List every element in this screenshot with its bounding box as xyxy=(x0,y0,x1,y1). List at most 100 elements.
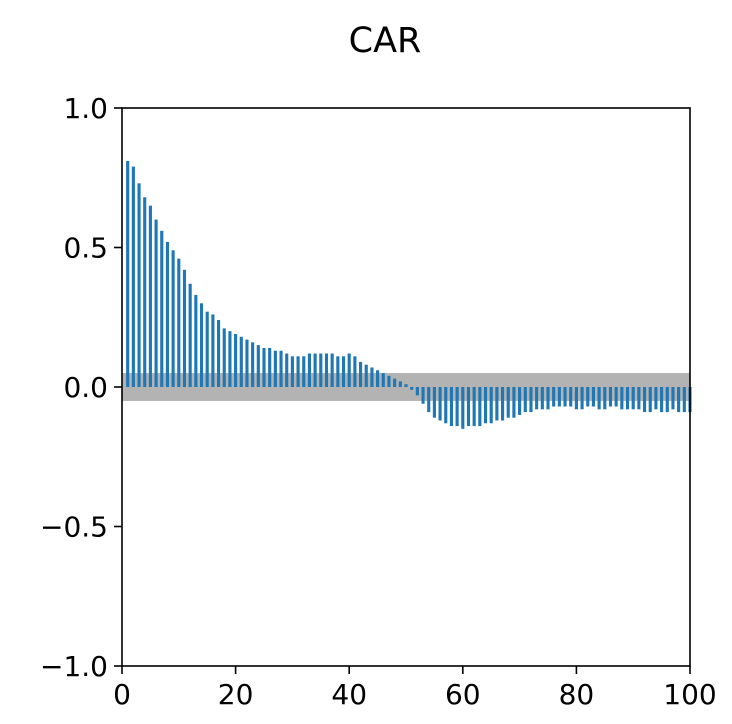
acf-bar-lag-41 xyxy=(353,356,357,387)
acf-bar-lag-42 xyxy=(358,361,363,387)
acf-bar-lag-61 xyxy=(466,387,471,427)
x-tick-label: 80 xyxy=(559,678,595,711)
y-tick-label: 0.0 xyxy=(63,371,108,404)
x-tick-label: 40 xyxy=(331,678,367,711)
acf-bar-lag-49 xyxy=(398,381,402,387)
acf-bar-lag-81 xyxy=(580,387,584,410)
acf-bar-lag-40 xyxy=(347,353,351,387)
acf-bar-lag-19 xyxy=(228,331,232,387)
acf-bar-lag-67 xyxy=(500,387,505,421)
acf-bar-lag-96 xyxy=(665,387,669,413)
x-tick-label: 0 xyxy=(113,678,131,711)
acf-bar-lag-68 xyxy=(506,387,510,418)
acf-bar-lag-99 xyxy=(682,387,686,413)
acf-bar-lag-17 xyxy=(216,320,221,387)
acf-bar-lag-52 xyxy=(415,387,419,396)
acf-bar-lag-65 xyxy=(489,387,493,424)
acf-bar-lag-33 xyxy=(307,353,312,387)
acf-bar-lag-98 xyxy=(677,387,681,413)
acf-bar-lag-31 xyxy=(296,356,300,387)
x-tick-label: 20 xyxy=(218,678,254,711)
acf-bar-lag-15 xyxy=(205,311,209,387)
acf-bar-lag-88 xyxy=(620,387,624,410)
acf-bar-lag-54 xyxy=(427,387,431,413)
acf-bar-lag-85 xyxy=(603,387,607,410)
acf-bar-lag-64 xyxy=(483,387,488,424)
bars-layer xyxy=(126,161,692,429)
x-axis: 0 20 40 60 80 100 xyxy=(113,666,717,711)
y-tick-label: −0.5 xyxy=(40,511,108,544)
acf-bar-lag-76 xyxy=(552,387,556,407)
acf-bar-lag-82 xyxy=(586,387,590,407)
acf-bar-lag-44 xyxy=(370,367,374,387)
x-tick-label: 100 xyxy=(663,678,716,711)
acf-bar-lag-25 xyxy=(262,347,266,387)
acf-bar-lag-90 xyxy=(631,387,635,410)
acf-bar-lag-51 xyxy=(410,387,414,390)
acf-bar-lag-60 xyxy=(461,387,465,429)
acf-bar-lag-55 xyxy=(432,387,436,418)
acf-bar-lag-9 xyxy=(171,250,175,387)
acf-bar-lag-1 xyxy=(126,161,130,387)
acf-bar-lag-46 xyxy=(381,373,385,387)
y-tick-label: 1.0 xyxy=(63,92,108,125)
acf-bar-lag-28 xyxy=(279,350,283,387)
acf-bar-lag-26 xyxy=(268,347,272,387)
acf-bar-lag-70 xyxy=(518,387,522,415)
acf-bar-lag-12 xyxy=(188,283,192,387)
acf-bar-lag-57 xyxy=(444,387,448,424)
acf-bar-lag-91 xyxy=(637,387,641,410)
acf-bar-lag-35 xyxy=(319,353,323,387)
acf-bar-lag-38 xyxy=(336,356,340,387)
chart-title: CAR xyxy=(349,21,422,61)
acf-bar-lag-79 xyxy=(569,387,573,407)
acf-bar-lag-29 xyxy=(285,353,289,387)
acf-bar-lag-11 xyxy=(182,269,187,387)
acf-bar-lag-4 xyxy=(143,197,147,387)
acf-bar-lag-66 xyxy=(495,387,499,421)
acf-bar-lag-84 xyxy=(597,387,601,410)
acf-bar-lag-77 xyxy=(557,387,561,407)
acf-bar-lag-97 xyxy=(671,387,675,410)
acf-bar-lag-27 xyxy=(273,350,277,387)
y-tick-label: 0.5 xyxy=(63,232,108,265)
acf-bar-lag-59 xyxy=(455,387,459,427)
acf-bar-lag-93 xyxy=(648,387,652,413)
acf-bar-lag-22 xyxy=(245,339,249,387)
acf-bar-lag-30 xyxy=(290,356,294,387)
acf-bar-lag-47 xyxy=(387,375,391,387)
acf-bar-lag-21 xyxy=(239,336,243,387)
acf-bar-lag-50 xyxy=(404,384,408,387)
acf-bar-lag-73 xyxy=(535,387,539,410)
acf-bar-lag-10 xyxy=(177,258,181,387)
acf-bar-lag-80 xyxy=(574,387,578,410)
y-tick-label: −1.0 xyxy=(40,650,108,683)
acf-bar-lag-43 xyxy=(364,364,368,387)
acf-bar-lag-72 xyxy=(529,387,533,413)
acf-bar-lag-14 xyxy=(199,303,204,387)
acf-bar-lag-63 xyxy=(478,387,482,427)
acf-bar-lag-75 xyxy=(546,387,550,410)
acf-bar-lag-32 xyxy=(302,356,306,387)
acf-bar-lag-62 xyxy=(472,387,476,427)
acf-bar-lag-83 xyxy=(591,387,596,407)
acf-bar-lag-45 xyxy=(376,370,380,387)
acf-bar-lag-78 xyxy=(563,387,567,407)
acf-bar-lag-18 xyxy=(222,328,226,387)
acf-bar-lag-39 xyxy=(341,356,346,387)
y-axis: 1.0 0.5 0.0 −0.5 −1.0 xyxy=(40,92,122,683)
acf-bar-lag-92 xyxy=(642,387,647,413)
x-tick-label: 60 xyxy=(445,678,481,711)
acf-bar-lag-13 xyxy=(194,294,198,387)
acf-bar-lag-87 xyxy=(614,387,618,407)
acf-bar-lag-6 xyxy=(154,219,158,387)
acf-bar-lag-94 xyxy=(654,387,658,410)
acf-bar-lag-69 xyxy=(512,387,516,418)
acf-bar-lag-48 xyxy=(393,378,397,387)
acf-bar-lag-58 xyxy=(449,387,454,427)
acf-bar-lag-24 xyxy=(256,345,260,387)
acf-bar-lag-8 xyxy=(165,241,170,387)
acf-bar-lag-37 xyxy=(330,353,334,387)
acf-bar-lag-20 xyxy=(234,333,238,387)
